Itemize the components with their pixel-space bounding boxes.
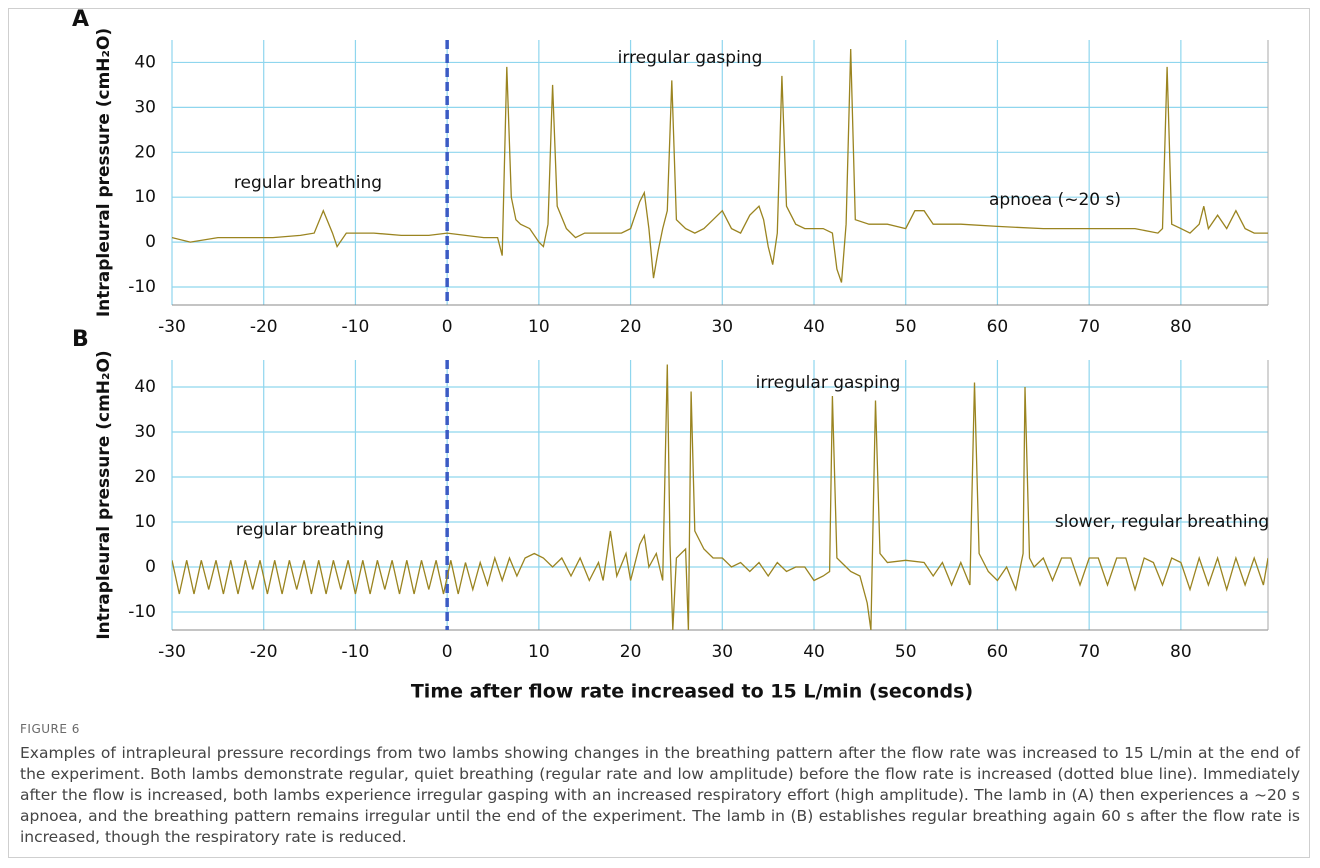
trace bbox=[172, 364, 1268, 630]
y-tick-label: 10 bbox=[134, 187, 156, 207]
y-axis-label: Intrapleural pressure (cmH₂O) bbox=[94, 28, 114, 317]
annotation: regular breathing bbox=[234, 173, 382, 193]
x-tick-label: 40 bbox=[803, 642, 825, 662]
y-tick-label: -10 bbox=[128, 277, 156, 297]
panel-label: B bbox=[72, 327, 89, 352]
x-tick-label: 10 bbox=[528, 642, 550, 662]
panel-label: A bbox=[72, 7, 89, 32]
x-tick-label: 0 bbox=[442, 317, 453, 337]
plot-area bbox=[172, 360, 1268, 630]
y-tick-label: 20 bbox=[134, 467, 156, 487]
x-tick-label: -20 bbox=[250, 317, 278, 337]
annotation: regular breathing bbox=[236, 520, 384, 540]
y-tick-label: -10 bbox=[128, 602, 156, 622]
panel: -30 -20 -10 0 10 20 30 40 50 60 70 80 -10 0 10 20 30 40 BI… bbox=[72, 327, 1269, 703]
x-tick-label: -30 bbox=[158, 642, 186, 662]
x-tick-label: 70 bbox=[1078, 642, 1100, 662]
x-tick-label: 80 bbox=[1170, 642, 1192, 662]
annotation: slower, regular breathing bbox=[1055, 512, 1269, 532]
x-tick-label: 40 bbox=[803, 317, 825, 337]
figure-caption: Examples of intrapleural pressure record… bbox=[20, 744, 1300, 846]
x-tick-label: 50 bbox=[895, 317, 917, 337]
y-tick-label: 10 bbox=[134, 512, 156, 532]
annotation: irregular gasping bbox=[618, 48, 763, 68]
figure-frame bbox=[8, 8, 1310, 858]
y-tick-label: 0 bbox=[145, 232, 156, 252]
y-tick-label: 40 bbox=[134, 52, 156, 72]
y-tick-label: 20 bbox=[134, 142, 156, 162]
x-tick-label: 30 bbox=[711, 317, 733, 337]
x-tick-label: 30 bbox=[711, 642, 733, 662]
x-tick-label: -20 bbox=[250, 642, 278, 662]
x-tick-label: 20 bbox=[620, 642, 642, 662]
x-axis-label: Time after flow rate increased to 15 L/m… bbox=[411, 681, 973, 703]
trace bbox=[172, 48, 1268, 283]
x-tick-label: 50 bbox=[895, 642, 917, 662]
x-tick-label: 60 bbox=[987, 317, 1009, 337]
x-tick-label: 70 bbox=[1078, 317, 1100, 337]
figure-label: FIGURE 6 bbox=[20, 722, 80, 736]
annotation: irregular gasping bbox=[756, 373, 901, 393]
x-tick-label: 20 bbox=[620, 317, 642, 337]
x-tick-label: 60 bbox=[987, 642, 1009, 662]
chart: -30 -20 -10 0 10 20 30 40 50 60 70 80-10010203040AI… bbox=[72, 7, 1269, 703]
x-tick-label: 80 bbox=[1170, 317, 1192, 337]
x-tick-label: -30 bbox=[158, 317, 186, 337]
y-tick-label: 40 bbox=[134, 377, 156, 397]
x-tick-label: -10 bbox=[342, 642, 370, 662]
y-tick-label: 0 bbox=[145, 557, 156, 577]
panel: -30 -20 -10 0 10 20 30 40 50 60 70 80 -10 0 10 20 30 40 AI… bbox=[72, 7, 1269, 337]
y-tick-label: 30 bbox=[134, 422, 156, 442]
y-axis-label: Intrapleural pressure (cmH₂O) bbox=[94, 350, 114, 639]
x-tick-label: -10 bbox=[342, 317, 370, 337]
x-tick-label: 10 bbox=[528, 317, 550, 337]
annotation: apnoea (~20 s) bbox=[989, 190, 1121, 210]
x-tick-label: 0 bbox=[442, 642, 453, 662]
y-tick-label: 30 bbox=[134, 97, 156, 117]
plot-area bbox=[172, 40, 1268, 305]
